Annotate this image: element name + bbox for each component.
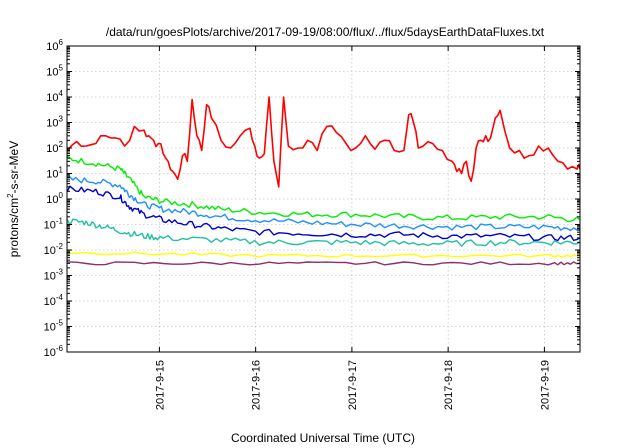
series-line-3 bbox=[66, 185, 581, 242]
y-tick-label: 106 bbox=[46, 38, 63, 53]
y-tick-label: 102 bbox=[46, 140, 63, 155]
y-tick-label: 10-6 bbox=[44, 344, 64, 359]
series-line-5 bbox=[66, 251, 580, 258]
chart-title: /data/run/goesPlots/archive/2017-09-19/0… bbox=[106, 25, 545, 39]
x-tick-label: 2017-9-18 bbox=[443, 360, 455, 410]
x-tick-label: 2017-9-15 bbox=[154, 360, 166, 410]
y-axis-label: protons/cm2-s-sr-MeV bbox=[6, 141, 21, 257]
y-tick-label: 105 bbox=[46, 64, 63, 79]
series-line-2 bbox=[66, 176, 581, 232]
y-axis-label-text: protons/cm2-s-sr-MeV bbox=[6, 141, 21, 257]
y-tick-label: 104 bbox=[46, 89, 63, 104]
x-tick-label: 2017-9-16 bbox=[251, 360, 263, 410]
y-tick-label: 103 bbox=[46, 115, 63, 130]
x-tick-label: 2017-9-17 bbox=[347, 360, 359, 410]
y-tick-label: 10-3 bbox=[44, 268, 64, 283]
series-line-1 bbox=[66, 156, 581, 223]
y-tick-label: 10-4 bbox=[44, 293, 64, 308]
y-tick-label: 10-2 bbox=[44, 242, 64, 257]
series-line-4 bbox=[66, 218, 581, 247]
x-tick-label: 2017-9-19 bbox=[539, 360, 551, 410]
y-tick-label: 10-5 bbox=[44, 319, 64, 334]
x-axis-label: Coordinated Universal Time (UTC) bbox=[231, 431, 415, 445]
ticks: 106 105 104 103 102 101 100 10-1 10-2 10-3 10-4 10-… bbox=[44, 38, 580, 410]
series-layer bbox=[66, 96, 581, 266]
grid bbox=[67, 46, 580, 352]
series-line-0 bbox=[66, 96, 581, 188]
y-tick-label: 10-1 bbox=[44, 217, 64, 232]
y-tick-label: 101 bbox=[46, 166, 63, 181]
series-line-6 bbox=[66, 261, 581, 266]
y-tick-label: 100 bbox=[46, 191, 63, 206]
